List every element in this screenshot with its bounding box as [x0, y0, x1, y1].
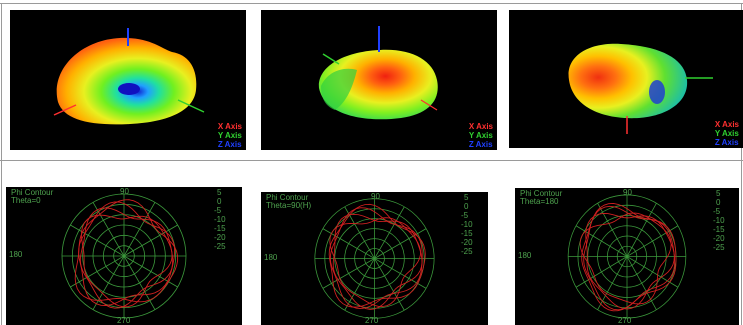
- polar-title: Phi Contour: [266, 193, 309, 202]
- polar-plot-graphic-2: [314, 198, 435, 319]
- radial-tick: 0: [716, 198, 721, 207]
- pattern-3d-graphic-2: [318, 26, 438, 120]
- axis-legend: X Axis Y Axis Z Axis: [218, 122, 242, 149]
- pattern-3d-panel-3: X Axis Y Axis Z Axis: [509, 10, 743, 148]
- angle-label-bottom: 270: [365, 316, 379, 325]
- polar-plot-panel-2: Phi Contour Theta=90(H) 90 180 270 5 0 -…: [261, 192, 488, 325]
- radial-tick: -10: [713, 216, 725, 225]
- contour-trace: [78, 201, 176, 306]
- table-middle-border: [0, 160, 743, 161]
- radial-tick: -25: [461, 247, 473, 256]
- polar-grid-spoke: [70, 224, 178, 288]
- pattern-3d-panel-2: X Axis Y Axis Z Axis: [261, 10, 497, 150]
- z-axis-label: Z Axis: [714, 138, 739, 147]
- radial-tick: -20: [461, 238, 473, 247]
- axis-legend: X Axis Y Axis Z Axis: [469, 122, 493, 149]
- radial-tick: -20: [214, 233, 226, 242]
- radial-tick: -10: [214, 215, 226, 224]
- polar-plot-title: Phi Contour Theta=0: [11, 189, 53, 205]
- angle-label-top: 90: [120, 187, 129, 196]
- contour-trace: [329, 217, 421, 307]
- polar-subtitle: Theta=0: [11, 196, 41, 205]
- angle-label-left: 180: [518, 251, 532, 260]
- axis-legend: X Axis Y Axis Z Axis: [715, 120, 739, 147]
- z-axis-label: Z Axis: [217, 140, 242, 149]
- contour-trace: [329, 207, 423, 310]
- x-axis-label: X Axis: [217, 122, 242, 131]
- radial-tick: -5: [214, 206, 222, 215]
- radial-tick: 5: [464, 193, 469, 202]
- contour-trace: [585, 212, 675, 310]
- table-left-border: [1, 3, 2, 325]
- polar-plot-graphic-3: [567, 194, 687, 319]
- radial-tick: 5: [716, 189, 721, 198]
- angle-label-left: 180: [264, 253, 278, 262]
- angle-label-bottom: 270: [618, 316, 632, 325]
- polar-subtitle: Theta=180: [520, 197, 559, 206]
- angle-label-bottom: 270: [117, 316, 131, 325]
- radial-tick: -10: [461, 220, 473, 229]
- polar-title: Phi Contour: [520, 189, 563, 198]
- radial-tick: -5: [713, 207, 721, 216]
- contour-trace: [74, 199, 179, 303]
- polar-title: Phi Contour: [11, 188, 54, 197]
- table-top-border: [0, 3, 743, 4]
- pattern-3d-graphic-1: [53, 28, 205, 125]
- radial-tick: -20: [713, 234, 725, 243]
- table-right-border: [741, 3, 742, 325]
- polar-grid-spoke: [575, 225, 679, 288]
- radial-tick: 0: [217, 197, 222, 206]
- polar-plot-panel-3: Phi Contour Theta=180 90 180 270 5 0 -5 …: [515, 188, 739, 325]
- contour-trace: [579, 212, 672, 305]
- x-axis-label: X Axis: [714, 120, 739, 129]
- contour-trace: [332, 213, 423, 310]
- contour-trace: [328, 203, 426, 308]
- radial-tick: -25: [713, 243, 725, 252]
- contour-trace: [581, 203, 677, 312]
- y-axis-label: Y Axis: [714, 129, 739, 138]
- radial-tick: -15: [713, 225, 725, 234]
- z-axis-label: Z Axis: [468, 140, 493, 149]
- polar-subtitle: Theta=90(H): [266, 201, 312, 210]
- contour-trace: [79, 207, 174, 309]
- polar-plot-panel-1: Phi Contour Theta=0 90 180 270 5 0 -5 -1…: [6, 187, 242, 325]
- x-axis-label: X Axis: [468, 122, 493, 131]
- pattern-3d-graphic-3: [568, 43, 713, 134]
- polar-plot-title: Phi Contour Theta=180: [520, 190, 562, 206]
- contour-trace: [80, 214, 173, 308]
- pattern-3d-panel-1: X Axis Y Axis Z Axis: [10, 10, 246, 150]
- polar-plot-graphic-1: [61, 193, 187, 319]
- angle-label-top: 90: [623, 188, 632, 197]
- y-axis-label: Y Axis: [217, 131, 242, 140]
- angle-label-top: 90: [371, 192, 380, 201]
- radial-tick: 5: [217, 188, 222, 197]
- radial-tick: -25: [214, 242, 226, 251]
- angle-label-left: 180: [9, 250, 23, 259]
- radial-tick: -15: [461, 229, 473, 238]
- radial-tick: -5: [461, 211, 469, 220]
- y-axis-label: Y Axis: [468, 131, 493, 140]
- radial-tick: 0: [464, 202, 469, 211]
- polar-plot-title: Phi Contour Theta=90(H): [266, 194, 311, 210]
- radial-tick: -15: [214, 224, 226, 233]
